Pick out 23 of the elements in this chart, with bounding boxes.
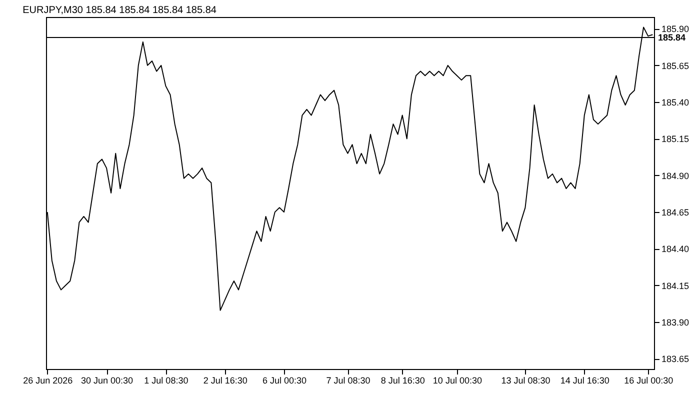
- y-tick-label: 185.65: [662, 60, 690, 71]
- x-tick-label: 1 Jul 08:30: [144, 376, 188, 386]
- x-tick-label: 8 Jul 16:30: [380, 376, 425, 386]
- x-tick-label: 6 Jul 00:30: [262, 376, 307, 386]
- chart-title: EURJPY,M30 185.84 185.84 185.84 185.84: [22, 5, 217, 16]
- y-tick-label: 185.40: [662, 98, 690, 108]
- y-tick-label: 183.90: [662, 318, 690, 328]
- y-tick-label: 184.15: [662, 280, 690, 291]
- y-tick-label: 184.90: [662, 170, 690, 181]
- y-tick-label: 184.40: [662, 244, 690, 254]
- x-tick-label: 7 Jul 08:30: [326, 376, 370, 386]
- x-tick-label: 14 Jul 16:30: [560, 376, 610, 386]
- x-tick-label: 16 Jul 00:30: [624, 376, 674, 386]
- x-tick-label: 10 Jul 00:30: [432, 376, 482, 386]
- y-tick-label: 185.90: [662, 24, 690, 34]
- x-tick-label: 2 Jul 16:30: [203, 376, 248, 386]
- ref-line-label: 185.84: [658, 32, 686, 43]
- x-tick-label: 13 Jul 08:30: [501, 376, 550, 386]
- y-tick-label: 183.65: [662, 354, 690, 364]
- x-tick-label: 30 Jun 00:30: [81, 376, 134, 386]
- x-tick-label: 26 Jun 2026: [23, 376, 73, 386]
- y-tick-label: 184.65: [662, 208, 690, 218]
- y-tick-label: 185.15: [662, 134, 690, 144]
